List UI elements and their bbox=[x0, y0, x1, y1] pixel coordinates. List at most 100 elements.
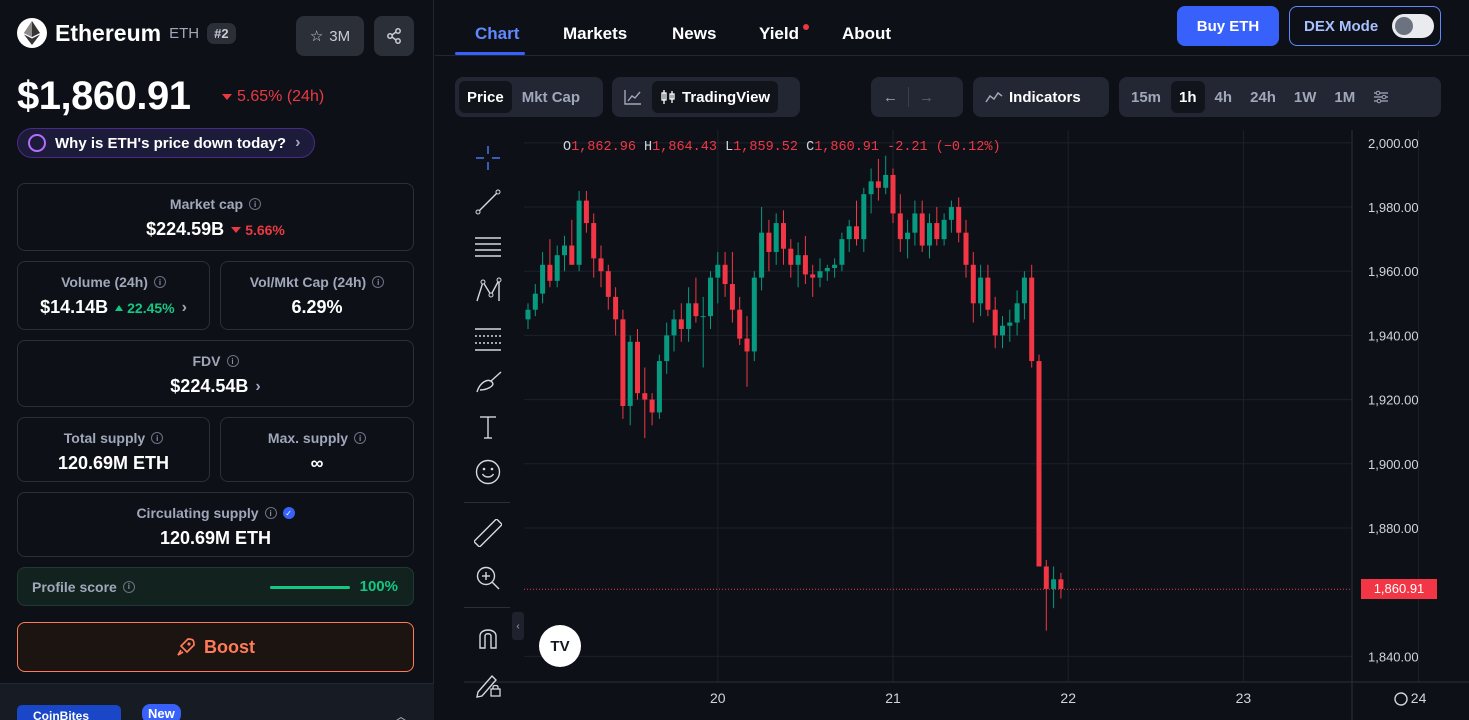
price-mode-button[interactable]: Price bbox=[459, 81, 512, 113]
pattern-tool-icon[interactable] bbox=[472, 275, 504, 307]
tab-news[interactable]: News bbox=[672, 24, 717, 43]
line-chart-button[interactable] bbox=[616, 81, 650, 113]
axis-settings-gear-icon[interactable] bbox=[1394, 692, 1408, 706]
info-icon[interactable]: i bbox=[226, 355, 239, 367]
fdv-label: FDV bbox=[192, 353, 221, 369]
info-icon[interactable]: i bbox=[122, 580, 135, 593]
candle-body-down bbox=[693, 303, 699, 317]
x-tick-label: 24 bbox=[1411, 690, 1427, 706]
mktcap-mode-button[interactable]: Mkt Cap bbox=[521, 88, 581, 106]
timeframe-1h[interactable]: 1h bbox=[1171, 81, 1205, 113]
why-price-down-button[interactable]: Why is ETH's price down today? › bbox=[17, 128, 316, 158]
market-cap-card[interactable]: Market cap i $224.59B 5.66% bbox=[17, 183, 414, 251]
x-tick-label: 21 bbox=[885, 690, 901, 706]
horizontal-lines-icon[interactable] bbox=[472, 230, 504, 262]
candle-body-down bbox=[598, 258, 604, 272]
dex-mode-switch[interactable] bbox=[1392, 14, 1435, 38]
timeframe-1w[interactable]: 1W bbox=[1293, 88, 1317, 106]
candle-body-down bbox=[642, 393, 648, 400]
candle-body-up bbox=[1051, 579, 1057, 589]
tab-chart[interactable]: Chart bbox=[475, 24, 520, 43]
brush-icon[interactable] bbox=[472, 366, 504, 398]
candle-body-down bbox=[970, 264, 976, 304]
chevron-right-icon: › bbox=[295, 134, 301, 151]
info-icon[interactable]: i bbox=[354, 432, 367, 444]
info-icon[interactable]: i bbox=[153, 276, 166, 288]
candle-body-up bbox=[700, 316, 706, 318]
tab-markets[interactable]: Markets bbox=[563, 24, 628, 43]
ai-insight-icon bbox=[28, 134, 46, 152]
total-supply-card: Total supply i 120.69M ETH bbox=[17, 417, 210, 482]
candle-body-up bbox=[795, 255, 801, 265]
candle-body-down bbox=[875, 181, 881, 188]
candle-body-up bbox=[562, 245, 567, 256]
ruler-icon[interactable] bbox=[472, 517, 504, 549]
dex-mode-label: DEX Mode bbox=[1304, 17, 1379, 35]
chart-type-switch: TradingView bbox=[612, 77, 800, 117]
candle-body-up bbox=[883, 174, 889, 188]
chart-settings-sliders-icon[interactable] bbox=[1365, 81, 1397, 113]
tradingview-chart[interactable]: 2,000.00 1,980.00 1,960.00 1,940.00 1,920.00… bbox=[464, 130, 1469, 720]
tradingview-logo-icon[interactable]: TV bbox=[539, 625, 581, 667]
close-value: 1,860.91 bbox=[814, 140, 880, 155]
undo-arrow-left-icon[interactable]: ← bbox=[883, 88, 898, 106]
zoom-in-icon[interactable] bbox=[472, 562, 504, 594]
volume-label: Volume (24h) bbox=[61, 274, 148, 290]
coinbites-logo: CoinBites bbox=[17, 705, 121, 720]
magnet-icon[interactable] bbox=[472, 622, 504, 654]
tab-about[interactable]: About bbox=[842, 24, 892, 43]
candle-body-up bbox=[912, 213, 918, 233]
timeframe-24h[interactable]: 24h bbox=[1250, 88, 1276, 106]
trend-line-icon[interactable] bbox=[472, 186, 504, 218]
redo-arrow-right-icon[interactable]: → bbox=[919, 88, 934, 106]
fib-retracement-icon[interactable] bbox=[472, 322, 504, 354]
indicators-button[interactable]: Indicators bbox=[977, 81, 1089, 113]
volume-card[interactable]: Volume (24h) i $14.14B 22.45% › bbox=[17, 261, 210, 330]
timeframe-4h[interactable]: 4h bbox=[1214, 88, 1233, 106]
candlestick-plot[interactable]: 2,000.00 1,980.00 1,960.00 1,940.00 1,920.00… bbox=[464, 130, 1469, 720]
tab-yield[interactable]: Yield bbox=[759, 24, 799, 43]
lock-drawings-icon[interactable] bbox=[472, 668, 504, 700]
candle-body-down bbox=[547, 264, 553, 281]
collapse-toolbar-button[interactable]: ‹ bbox=[512, 612, 524, 640]
down-triangle-icon bbox=[231, 226, 242, 233]
close-label: C bbox=[806, 140, 815, 155]
info-icon[interactable]: i bbox=[264, 507, 277, 519]
market-cap-label-row: Market cap i bbox=[18, 196, 413, 212]
timeframe-15m[interactable]: 15m bbox=[1131, 88, 1162, 106]
up-triangle-icon bbox=[115, 304, 124, 311]
watchlist-button[interactable]: ☆ 3M bbox=[296, 16, 364, 56]
buy-eth-button[interactable]: Buy ETH bbox=[1177, 6, 1279, 46]
dex-mode-toggle-button[interactable]: DEX Mode bbox=[1289, 6, 1441, 46]
tradingview-button[interactable]: TradingView bbox=[652, 81, 779, 113]
profile-score-bar bbox=[270, 586, 350, 589]
boost-button[interactable]: Boost bbox=[17, 622, 414, 672]
info-icon[interactable]: i bbox=[249, 198, 262, 210]
y-tick-label: 1,960.00 bbox=[1368, 264, 1419, 279]
rocket-icon bbox=[177, 638, 195, 656]
candle-body-up bbox=[868, 181, 874, 195]
coinbites-strip[interactable]: CoinBites New ︿ bbox=[0, 683, 434, 720]
fdv-card[interactable]: FDV i $224.54B › bbox=[17, 340, 414, 407]
text-tool-icon[interactable] bbox=[472, 411, 504, 443]
chevron-up-icon[interactable]: ︿ bbox=[394, 708, 408, 720]
candle-body-down bbox=[583, 200, 589, 224]
total-supply-value: 120.69M ETH bbox=[57, 453, 170, 473]
candle-body-up bbox=[715, 264, 721, 278]
candle-body-down bbox=[934, 223, 940, 240]
history-nav: ← → bbox=[871, 77, 963, 117]
timeframe-1m[interactable]: 1M bbox=[1334, 88, 1356, 106]
share-button[interactable] bbox=[374, 16, 414, 56]
candle-body-down bbox=[985, 277, 991, 310]
rank-badge: #2 bbox=[207, 22, 236, 44]
candle-body-down bbox=[956, 207, 962, 233]
info-icon[interactable]: i bbox=[151, 432, 164, 444]
switch-knob bbox=[1395, 17, 1414, 35]
emoji-icon[interactable] bbox=[472, 456, 504, 488]
info-icon[interactable]: i bbox=[372, 276, 385, 288]
ethereum-logo-icon bbox=[17, 18, 47, 48]
max-supply-label-row: Max. supply i bbox=[221, 430, 413, 446]
y-tick-label: 1,840.00 bbox=[1368, 649, 1419, 664]
crosshair-icon[interactable] bbox=[472, 142, 504, 174]
candle-body-up bbox=[1000, 325, 1005, 336]
